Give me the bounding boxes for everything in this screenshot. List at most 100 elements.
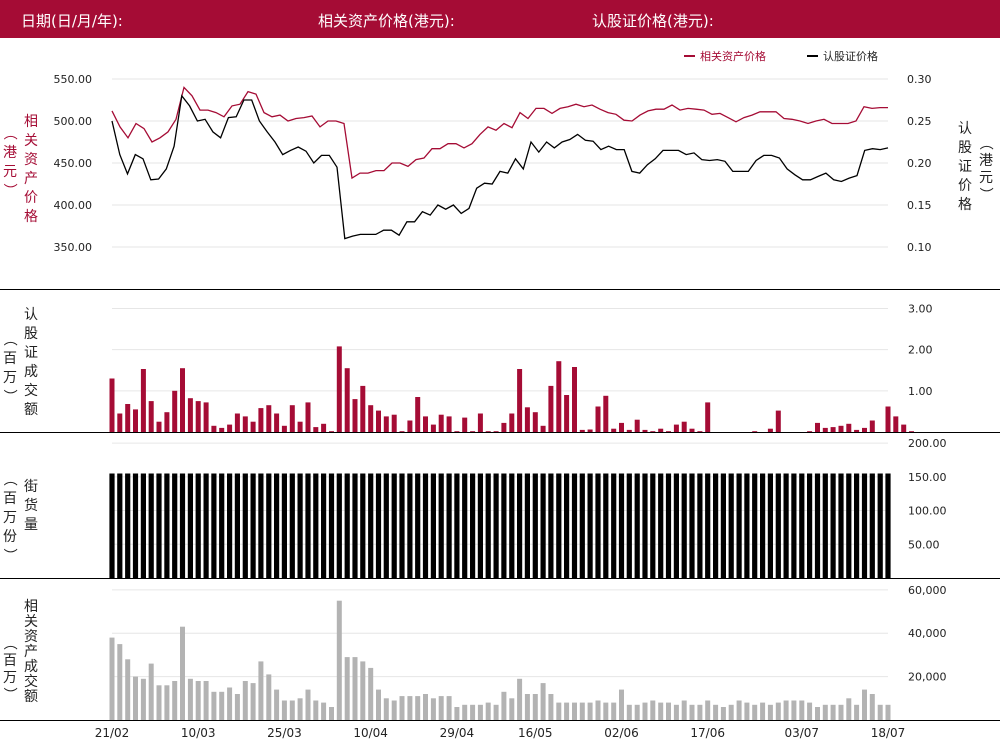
underlying-turnover-bar	[595, 700, 601, 720]
outstanding-bar	[485, 473, 491, 578]
underlying-turnover-bar	[877, 704, 883, 720]
outstanding-bar	[681, 473, 687, 578]
warrant-volume-bar	[477, 413, 483, 432]
warrant-volume-bar	[634, 419, 640, 432]
underlying-turnover-bar	[587, 702, 593, 720]
underlying-turnover-bar	[430, 698, 436, 720]
warrant-volume-bar	[532, 412, 538, 432]
underlying-turnover-bar	[799, 700, 805, 720]
underlying-turnover-bar	[462, 704, 468, 720]
warrant-volume-axis-label: 认	[24, 307, 38, 323]
outstanding-bar	[665, 473, 672, 578]
outstanding-bar	[532, 473, 538, 578]
underlying-turnover-axis-unit: 万	[3, 670, 17, 686]
underlying-turnover-bar	[172, 681, 178, 720]
outstanding-bar	[587, 473, 593, 578]
underlying-turnover-bar	[383, 698, 389, 720]
x-axis-label: 29/04	[440, 726, 475, 740]
left-tick-label: 500.00	[54, 115, 93, 128]
warrant-volume-bar	[626, 429, 632, 432]
underlying-turnover-axis-label: 资	[24, 629, 38, 645]
warrant-volume-bar	[501, 422, 507, 432]
underlying-turnover-bar	[509, 698, 515, 720]
warrant-volume-bar	[775, 410, 781, 432]
outstanding-bar	[642, 473, 648, 578]
outstanding-bar	[846, 473, 852, 578]
outstanding-bar	[391, 473, 397, 578]
x-axis-label: 16/05	[518, 726, 553, 740]
underlying-turnover-bar	[642, 702, 648, 720]
underlying-turnover-bar	[540, 683, 546, 720]
outstanding-bar	[172, 473, 178, 578]
outstanding-bar	[422, 473, 429, 578]
underlying-turnover-bar	[368, 667, 374, 720]
underlying-turnover-bar	[438, 696, 444, 720]
right-axis-label: 股	[958, 140, 972, 156]
outstanding-bar	[242, 473, 248, 578]
warrant-volume-bar	[250, 421, 256, 432]
outstanding-bar	[775, 473, 781, 578]
warrant-volume-bar	[564, 395, 570, 432]
underlying-turnover-axis-label: 相	[24, 599, 38, 615]
outstanding-bar	[195, 473, 201, 578]
outstanding-bar	[869, 473, 875, 578]
underlying-turnover-bar	[352, 657, 358, 720]
underlying-turnover-bar	[187, 678, 193, 720]
outstanding-tick-label: 50.00	[908, 538, 940, 551]
outstanding-bar	[728, 473, 734, 578]
underlying-turnover-bar	[689, 704, 695, 720]
left-axis-label: 产	[24, 171, 38, 187]
outstanding-bar	[838, 473, 844, 578]
warrant-volume-axis-unit: （	[1, 332, 17, 346]
underlying-turnover-bar	[281, 700, 287, 720]
underlying-turnover-bar	[791, 700, 797, 720]
outstanding-bar	[297, 473, 303, 578]
x-axis-label: 21/02	[95, 726, 130, 740]
right-axis-unit: ）	[977, 187, 993, 201]
underlying-turnover-bar	[869, 694, 875, 720]
warrant-volume-bar	[619, 422, 624, 432]
warrant-volume-bar	[517, 369, 523, 432]
outstanding-bar	[885, 473, 891, 578]
outstanding-bar	[618, 473, 625, 578]
outstanding-bar	[493, 473, 499, 578]
outstanding-bar	[140, 473, 146, 578]
warrant-volume-bar	[493, 431, 499, 432]
left-axis-label: 格	[24, 209, 38, 225]
outstanding-bar	[266, 473, 272, 578]
underlying-turnover-tick-label: 60,000	[908, 584, 947, 597]
warrant-volume-bar	[164, 412, 170, 432]
outstanding-bar	[328, 473, 335, 578]
warrant-volume-bar	[234, 413, 240, 432]
underlying-turnover-bar	[634, 704, 640, 720]
underlying-turnover-bar	[376, 689, 381, 720]
outstanding-bar	[203, 473, 209, 578]
underlying-turnover-bar	[767, 704, 773, 720]
outstanding-bar	[148, 473, 154, 578]
underlying-turnover-bar	[242, 681, 248, 720]
underlying-turnover-bar	[485, 702, 491, 720]
warrant-volume-bar	[485, 431, 491, 432]
underlying-turnover-bar	[234, 694, 240, 720]
warrant-volume-bar	[869, 420, 875, 432]
outstanding-bar	[830, 473, 836, 578]
x-axis-label: 10/03	[181, 726, 216, 740]
outstanding-bar	[250, 473, 256, 578]
warrant-volume-bar	[909, 431, 914, 432]
outstanding-axis-label: 货	[24, 497, 38, 514]
underlying-turnover-bar	[360, 661, 366, 720]
outstanding-bar	[164, 473, 170, 578]
underlying-turnover-bar	[454, 707, 460, 720]
right-tick-label: 0.20	[907, 157, 932, 170]
warrant-volume-bar	[854, 429, 860, 432]
outstanding-bar	[650, 473, 656, 578]
warrant-volume-bar	[446, 416, 452, 432]
warrant-volume-bar	[313, 427, 319, 432]
warrant-volume-bar	[462, 417, 468, 432]
underlying-turnover-axis-unit: 百	[3, 653, 17, 669]
outstanding-bar	[579, 473, 585, 578]
warrant-volume-bar	[658, 428, 664, 432]
underlying-turnover-bar	[336, 600, 342, 720]
x-axis-label: 03/07	[784, 726, 819, 740]
outstanding-axis-unit: （	[1, 472, 17, 486]
